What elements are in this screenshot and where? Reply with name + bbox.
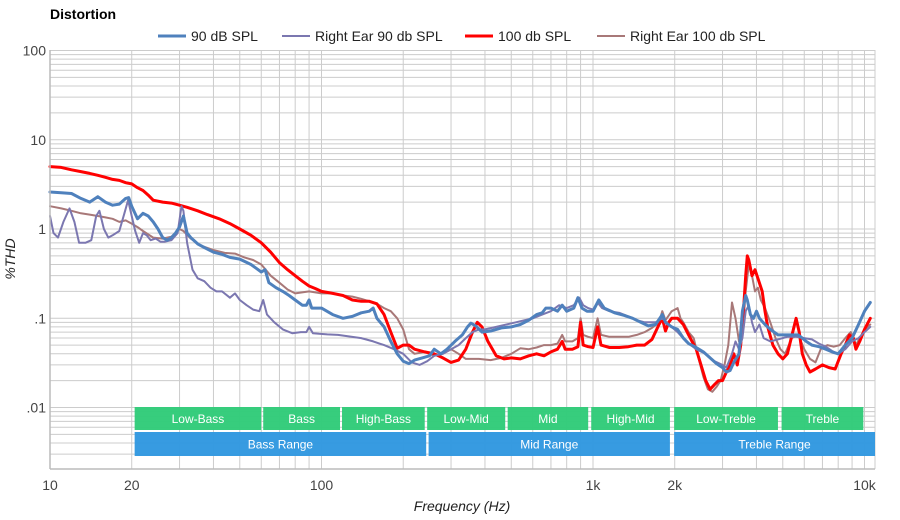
- axes: 10 20 100 1k 2k 10k 100 10 1 .1 .01: [23, 43, 877, 494]
- band-label: Treble: [806, 412, 840, 426]
- y-tick-label: 10: [30, 132, 46, 148]
- band-label: High-Bass: [356, 412, 411, 426]
- band-low-mid: Low-Mid: [427, 407, 506, 430]
- band-low-bass: Low-Bass: [134, 407, 262, 430]
- x-axis-label: Frequency (Hz): [414, 498, 510, 514]
- legend: 90 dB SPL Right Ear 90 db SPL 100 db SPL Ri…: [158, 28, 766, 44]
- series-lines: [48, 165, 872, 393]
- band-rect: [507, 407, 589, 430]
- y-tick-label: 100: [23, 43, 47, 59]
- band-mid-range: Mid Range: [428, 432, 670, 456]
- band-label: Mid: [538, 412, 557, 426]
- band-rect: [591, 407, 670, 430]
- chart-title: Distortion: [50, 6, 116, 22]
- band-rect: [674, 432, 875, 456]
- band-rect: [342, 407, 425, 430]
- y-tick-label: .01: [27, 400, 47, 416]
- legend-item[interactable]: 100 db SPL: [465, 28, 571, 44]
- legend-label: Right Ear 90 db SPL: [315, 28, 443, 44]
- legend-item[interactable]: Right Ear 90 db SPL: [282, 28, 443, 44]
- legend-label: 100 db SPL: [498, 28, 571, 44]
- band-label: Low-Bass: [172, 412, 225, 426]
- band-rect: [428, 432, 670, 456]
- legend-label: 90 dB SPL: [191, 28, 258, 44]
- band-treble: Treble: [781, 407, 864, 430]
- legend-item[interactable]: Right Ear 100 db SPL: [597, 28, 766, 44]
- x-tick-label: 10k: [853, 477, 877, 493]
- band-bass: Bass: [263, 407, 341, 430]
- series-right-ear-90-db-spl: [49, 199, 872, 369]
- band-label: Mid Range: [520, 438, 578, 452]
- y-tick-label: .1: [34, 310, 46, 326]
- x-tick-label: 100: [310, 477, 334, 493]
- x-tick-label: 20: [124, 477, 140, 493]
- frequency-bands: Low-Bass Bass High-Bass Low-Mid Mid High-Mid L…: [134, 407, 875, 456]
- band-label: Bass: [288, 412, 315, 426]
- band-label: Bass Range: [248, 438, 314, 452]
- band-rect: [674, 407, 778, 430]
- x-tick-label: 2k: [667, 477, 683, 493]
- legend-label: Right Ear 100 db SPL: [630, 28, 766, 44]
- band-label: Low-Treble: [696, 412, 756, 426]
- series-90-db-spl: [48, 190, 872, 374]
- band-rect: [427, 407, 506, 430]
- legend-item[interactable]: 90 dB SPL: [158, 28, 258, 44]
- x-tick-label: 10: [42, 477, 58, 493]
- band-bass-range: Bass Range: [134, 432, 427, 456]
- y-axis-label: %THD: [2, 238, 18, 279]
- y-tick-label: 1: [38, 221, 46, 237]
- band-rect: [134, 407, 262, 430]
- band-rect: [263, 407, 341, 430]
- series-right-ear-100-db-spl: [49, 205, 872, 393]
- band-high-bass: High-Bass: [342, 407, 425, 430]
- band-label: Low-Mid: [444, 412, 489, 426]
- band-label: High-Mid: [607, 412, 655, 426]
- band-rect: [134, 432, 427, 456]
- grid: [49, 50, 876, 469]
- x-tick-label: 1k: [586, 477, 602, 493]
- band-treble-range: Treble Range: [674, 432, 875, 456]
- band-rect: [781, 407, 864, 430]
- band-low-treble: Low-Treble: [674, 407, 778, 430]
- band-label: Treble Range: [738, 438, 811, 452]
- band-mid: Mid: [507, 407, 589, 430]
- band-high-mid: High-Mid: [591, 407, 670, 430]
